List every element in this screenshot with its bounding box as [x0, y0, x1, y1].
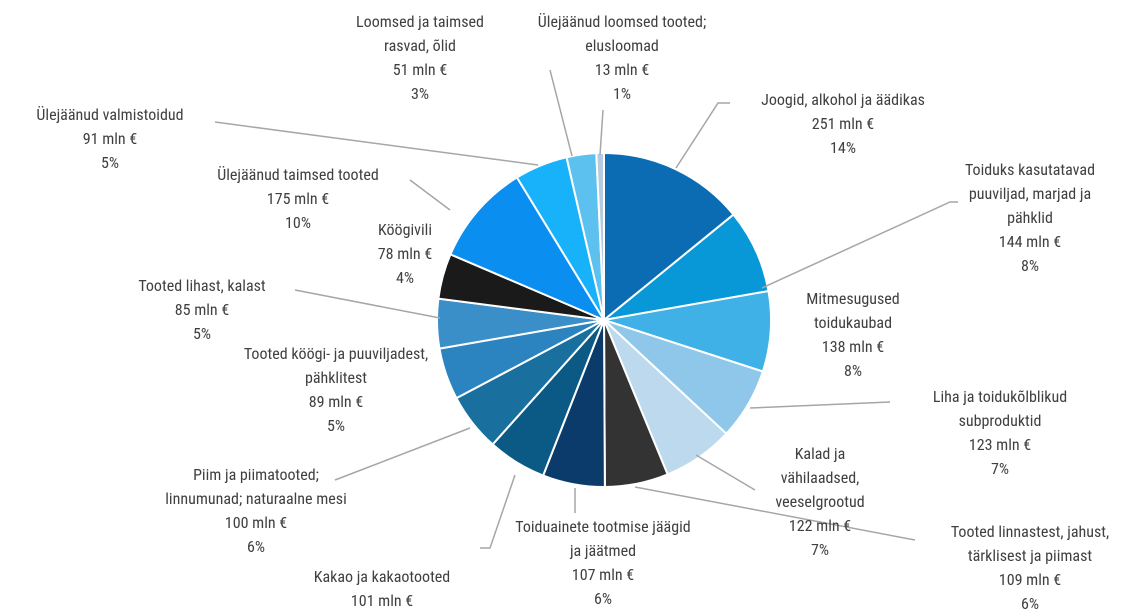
label-value: 175 mln €: [266, 189, 330, 208]
label-value: 144 mln €: [998, 232, 1062, 251]
label-value: 107 mln €: [571, 565, 635, 584]
leader-line: [749, 401, 891, 409]
label-percent: 7%: [810, 540, 830, 559]
label-percent: 6%: [246, 537, 266, 556]
leader-line: [761, 201, 958, 289]
label-percent: 14%: [830, 138, 856, 157]
slice-label: Ülejäänud valmistoidud 91 mln € 5%: [0, 103, 225, 175]
label-value: 101 mln €: [350, 591, 414, 610]
label-percent: 1%: [612, 84, 632, 103]
label-value: 109 mln €: [998, 570, 1062, 589]
leader-line: [599, 109, 604, 156]
label-value: 89 mln €: [308, 392, 364, 411]
label-percent: 3%: [410, 84, 430, 103]
label-percent: 4%: [395, 268, 415, 287]
slice-label: Ülejäänud loomsed tooted; elusloomad 13 m…: [537, 10, 707, 106]
slice-label: Loomsed ja taimsed rasvad, õlid 51 mln € 3…: [335, 10, 505, 106]
label-name: Joogid, alkohol ja äädikas: [761, 90, 925, 109]
label-name: Ülejäänud valmistoidud: [36, 105, 184, 124]
label-percent: 5%: [326, 416, 346, 435]
label-percent: 7%: [990, 459, 1010, 478]
label-name: Piim ja piimatooted; linnumunad; naturaa…: [165, 465, 347, 508]
leader-line: [334, 427, 471, 481]
label-name: Tooted lihast, kalast: [138, 276, 266, 295]
pie-slice: [449, 176, 607, 323]
slice-label: Kalad ja vähilaadsed, veeselgrootud 122 m…: [765, 442, 875, 562]
label-name: Kakao ja kakaotooted: [313, 567, 451, 586]
label-name: Köögivili: [378, 220, 432, 239]
label-percent: 6%: [1020, 594, 1040, 613]
label-name: Liha ja toidukõlblikud subproduktid: [932, 387, 1068, 430]
leader-line: [480, 474, 516, 549]
leader-line: [549, 69, 573, 157]
label-value: 51 mln €: [392, 60, 448, 79]
slice-label: Mitmesugused toidukaubad 138 mln € 8%: [793, 287, 913, 383]
label-value: 100 mln €: [224, 513, 288, 532]
label-percent: 5%: [100, 153, 120, 172]
slice-label: Ülejäänud taimsed tooted 175 mln € 10%: [183, 163, 413, 235]
label-name: Tooted köögi- ja puuviljadest, pähklites…: [243, 344, 429, 387]
pie-slice: [603, 151, 735, 323]
label-name: Loomsed ja taimsed rasvad, õlid: [356, 12, 484, 55]
label-name: Kalad ja vähilaadsed, veeselgrootud: [775, 444, 865, 511]
label-name: Tooted linnastest, jahust, tärklisest ja…: [950, 522, 1110, 565]
slice-label: Toiduainete tootmise jäägid ja jäätmed 10…: [513, 515, 693, 611]
label-value: 123 mln €: [968, 435, 1032, 454]
label-value: 13 mln €: [594, 60, 650, 79]
leader-line: [294, 289, 441, 319]
label-value: 251 mln €: [811, 114, 875, 133]
leader-line: [695, 454, 756, 491]
slice-label: Joogid, alkohol ja äädikas 251 mln € 14%: [713, 88, 973, 160]
label-value: 138 mln €: [821, 337, 885, 356]
label-percent: 5%: [192, 324, 212, 343]
slice-label: Liha ja toidukõlblikud subproduktid 123 m…: [900, 385, 1100, 481]
label-value: 78 mln €: [377, 244, 433, 263]
label-name: Toiduks kasutatavad puuviljad, marjad ja…: [964, 160, 1096, 227]
label-name: Ülejäänud loomsed tooted; elusloomad: [537, 12, 707, 55]
label-percent: 8%: [1020, 256, 1040, 275]
slice-label: Toiduks kasutatavad puuviljad, marjad ja…: [945, 158, 1115, 278]
leader-line: [214, 121, 539, 166]
leader-line: [409, 179, 451, 211]
slice-label: Tooted linnastest, jahust, tärklisest ja…: [920, 520, 1137, 615]
label-percent: 10%: [285, 213, 311, 232]
leader-line: [634, 486, 916, 541]
slice-label: Tooted lihast, kalast 85 mln € 5%: [102, 274, 302, 346]
label-percent: 8%: [843, 361, 863, 380]
label-name: Mitmesugused toidukaubad: [806, 289, 900, 332]
label-value: 122 mln €: [788, 516, 852, 535]
label-name: Toiduainete tootmise jäägid ja jäätmed: [515, 517, 691, 560]
slice-label: Piim ja piimatooted; linnumunad; naturaa…: [161, 463, 351, 559]
label-name: Ülejäänud taimsed tooted: [217, 165, 379, 184]
slice-label: Köögivili 78 mln € 4%: [345, 218, 465, 290]
label-percent: 6%: [593, 589, 613, 608]
leader-line: [675, 102, 730, 169]
label-value: 85 mln €: [174, 300, 230, 319]
label-value: 91 mln €: [82, 129, 138, 148]
slice-label: Tooted köögi- ja puuviljadest, pähklites…: [236, 342, 436, 438]
